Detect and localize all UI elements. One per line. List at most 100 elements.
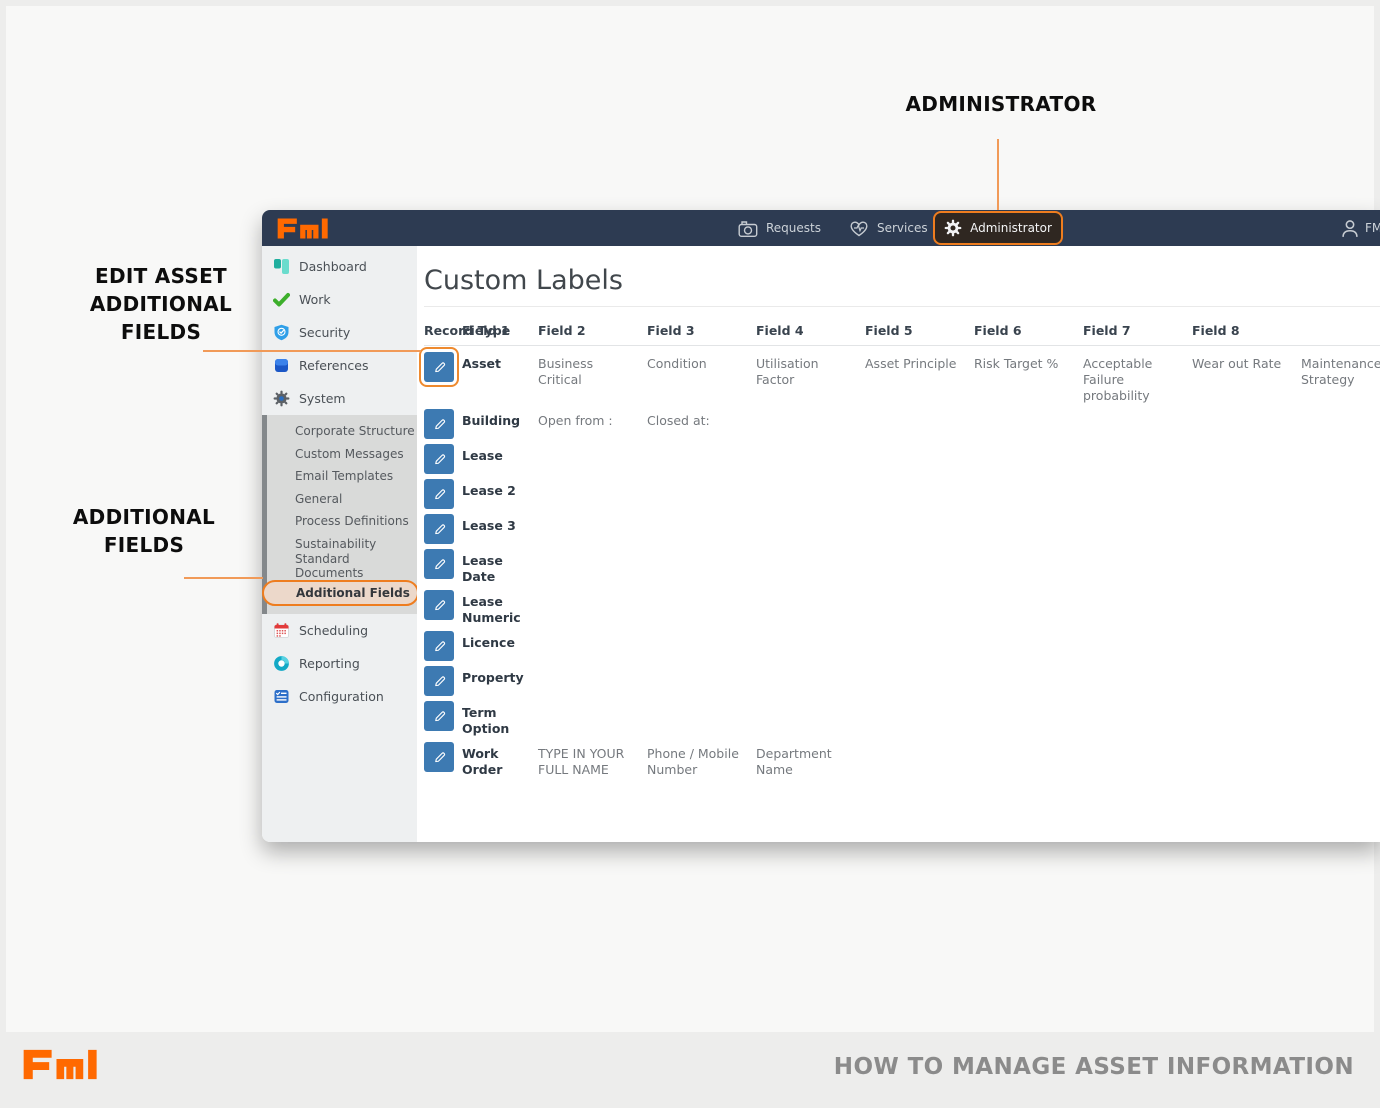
field-cell <box>1192 512 1301 544</box>
field-cell <box>647 629 756 661</box>
field-cell <box>538 629 647 661</box>
edit-row-button[interactable] <box>424 444 454 474</box>
sidebar: Dashboard Work Securit <box>262 246 419 842</box>
edit-cell <box>424 442 462 474</box>
sidebar-subitem-general[interactable]: General <box>295 491 343 506</box>
edit-row-button[interactable] <box>424 479 454 509</box>
record-type-cell: Lease <box>462 448 503 463</box>
table-header-row: Record Type Field 1 Field 2 Field 3 Field 4 F… <box>424 323 1380 346</box>
field-cell: Business Critical <box>538 356 594 387</box>
field-cell <box>756 547 865 585</box>
nav-item-administrator-active[interactable]: Administrator <box>933 211 1063 245</box>
nav-item-services[interactable]: Services <box>849 210 928 246</box>
field-cell <box>1301 407 1380 439</box>
field-cell <box>538 442 647 474</box>
record-type-cell: Lease Numeric <box>462 594 521 625</box>
nav-item-label: Requests <box>766 221 821 235</box>
nav-item-user[interactable]: FM <box>1340 210 1380 246</box>
edit-row-button[interactable] <box>424 742 454 772</box>
edit-row-button[interactable] <box>424 590 454 620</box>
edit-cell <box>424 547 462 585</box>
calendar-icon <box>272 621 290 639</box>
dashboard-icon <box>272 258 290 276</box>
edit-row-button[interactable] <box>424 631 454 661</box>
sidebar-item-label: System <box>299 391 346 406</box>
annotation-connector-administrator <box>997 139 999 210</box>
nav-user-label: FM <box>1365 221 1380 235</box>
edit-cell <box>424 588 462 626</box>
annotation-line-text: ADDITIONAL <box>72 505 216 529</box>
field-cell <box>865 629 974 661</box>
database-icon <box>272 357 290 375</box>
field-cell <box>974 547 1083 585</box>
field-cell <box>974 588 1083 626</box>
sidebar-item-dashboard[interactable]: Dashboard <box>262 250 417 283</box>
field-cell <box>1192 629 1301 661</box>
sidebar-subitem-standard-documents[interactable]: Standard Documents <box>295 552 364 581</box>
annotation-additional-fields: ADDITIONAL FIELDS <box>44 503 244 559</box>
sidebar-subitem-corporate-structure[interactable]: Corporate Structure <box>295 424 415 439</box>
field-cell <box>647 512 756 544</box>
annotation-connector-additional-fields <box>184 577 263 579</box>
field-cell <box>647 477 756 509</box>
sidebar-item-work[interactable]: Work <box>262 283 417 316</box>
sidebar-subitem-custom-messages[interactable]: Custom Messages <box>295 446 404 461</box>
edit-row-button[interactable] <box>419 347 459 387</box>
field-cell <box>865 547 974 585</box>
sidebar-item-reporting[interactable]: Reporting <box>262 647 417 680</box>
field-cell <box>974 740 1083 778</box>
sidebar-item-scheduling[interactable]: Scheduling <box>262 614 417 647</box>
record-type-cell: Property <box>462 670 524 685</box>
annotation-administrator: ADMINISTRATOR <box>905 92 1097 116</box>
pencil-icon <box>434 453 445 464</box>
field-cell <box>756 664 865 696</box>
app-screenshot: Requests Services <box>262 210 1380 842</box>
field-cell <box>647 442 756 474</box>
field-cell <box>1301 588 1380 626</box>
field-cell <box>974 629 1083 661</box>
sidebar-item-system[interactable]: System <box>262 382 417 415</box>
record-type-cell: Asset <box>462 356 502 371</box>
nav-item-requests[interactable]: Requests <box>738 210 821 246</box>
field-cell <box>974 442 1083 474</box>
field-cell <box>865 664 974 696</box>
field-cell <box>1192 407 1301 439</box>
field-cell: Closed at: <box>647 413 710 428</box>
field-cell <box>1301 442 1380 474</box>
table-row: Asset Business Critical Condition Utilisat… <box>419 347 1380 404</box>
fmi-footer-logo <box>23 1049 97 1080</box>
field-cell <box>1192 442 1301 474</box>
edit-cell <box>424 629 462 661</box>
field-cell <box>756 407 865 439</box>
table-row: Work Order TYPE IN YOUR FULL NAME Phone /… <box>424 740 1380 778</box>
sidebar-item-configuration[interactable]: Configuration <box>262 680 417 713</box>
field-cell: Asset Principle <box>865 356 957 371</box>
sidebar-subitem-email-templates[interactable]: Email Templates <box>295 469 394 484</box>
sidebar-item-label: Dashboard <box>299 259 367 274</box>
edit-row-button[interactable] <box>424 409 454 439</box>
pencil-icon <box>434 751 445 762</box>
record-type-cell: Building <box>462 413 521 428</box>
annotation-edit-asset-additional-fields: EDIT ASSET ADDITIONAL FIELDS <box>61 262 261 346</box>
edit-row-button[interactable] <box>424 701 454 731</box>
field-cell <box>756 442 865 474</box>
edit-row-button[interactable] <box>424 666 454 696</box>
table-row: Lease 3 <box>424 512 1380 544</box>
edit-row-button[interactable] <box>424 549 454 579</box>
sidebar-subitem-sustainability[interactable]: Sustainability <box>295 536 377 551</box>
field-cell <box>756 588 865 626</box>
sidebar-item-security[interactable]: Security <box>262 316 417 349</box>
column-header: Field 2 <box>538 323 586 338</box>
person-icon <box>1342 219 1358 237</box>
nav-item-label: Services <box>877 221 928 235</box>
edit-row-button[interactable] <box>424 514 454 544</box>
main-content: Custom Labels Record Type Field 1 Field 2 F… <box>417 246 1380 842</box>
sidebar-subitem-additional-fields-active[interactable]: Additional Fields <box>262 579 419 606</box>
column-header: Field 8 <box>1192 323 1240 338</box>
nav-item-label: Administrator <box>970 221 1052 235</box>
field-cell <box>865 740 974 778</box>
sidebar-subitem-process-definitions[interactable]: Process Definitions <box>295 514 409 529</box>
field-cell <box>1083 629 1192 661</box>
field-cell: Utilisation Factor <box>756 356 819 387</box>
sidebar-item-references[interactable]: References <box>262 349 417 382</box>
